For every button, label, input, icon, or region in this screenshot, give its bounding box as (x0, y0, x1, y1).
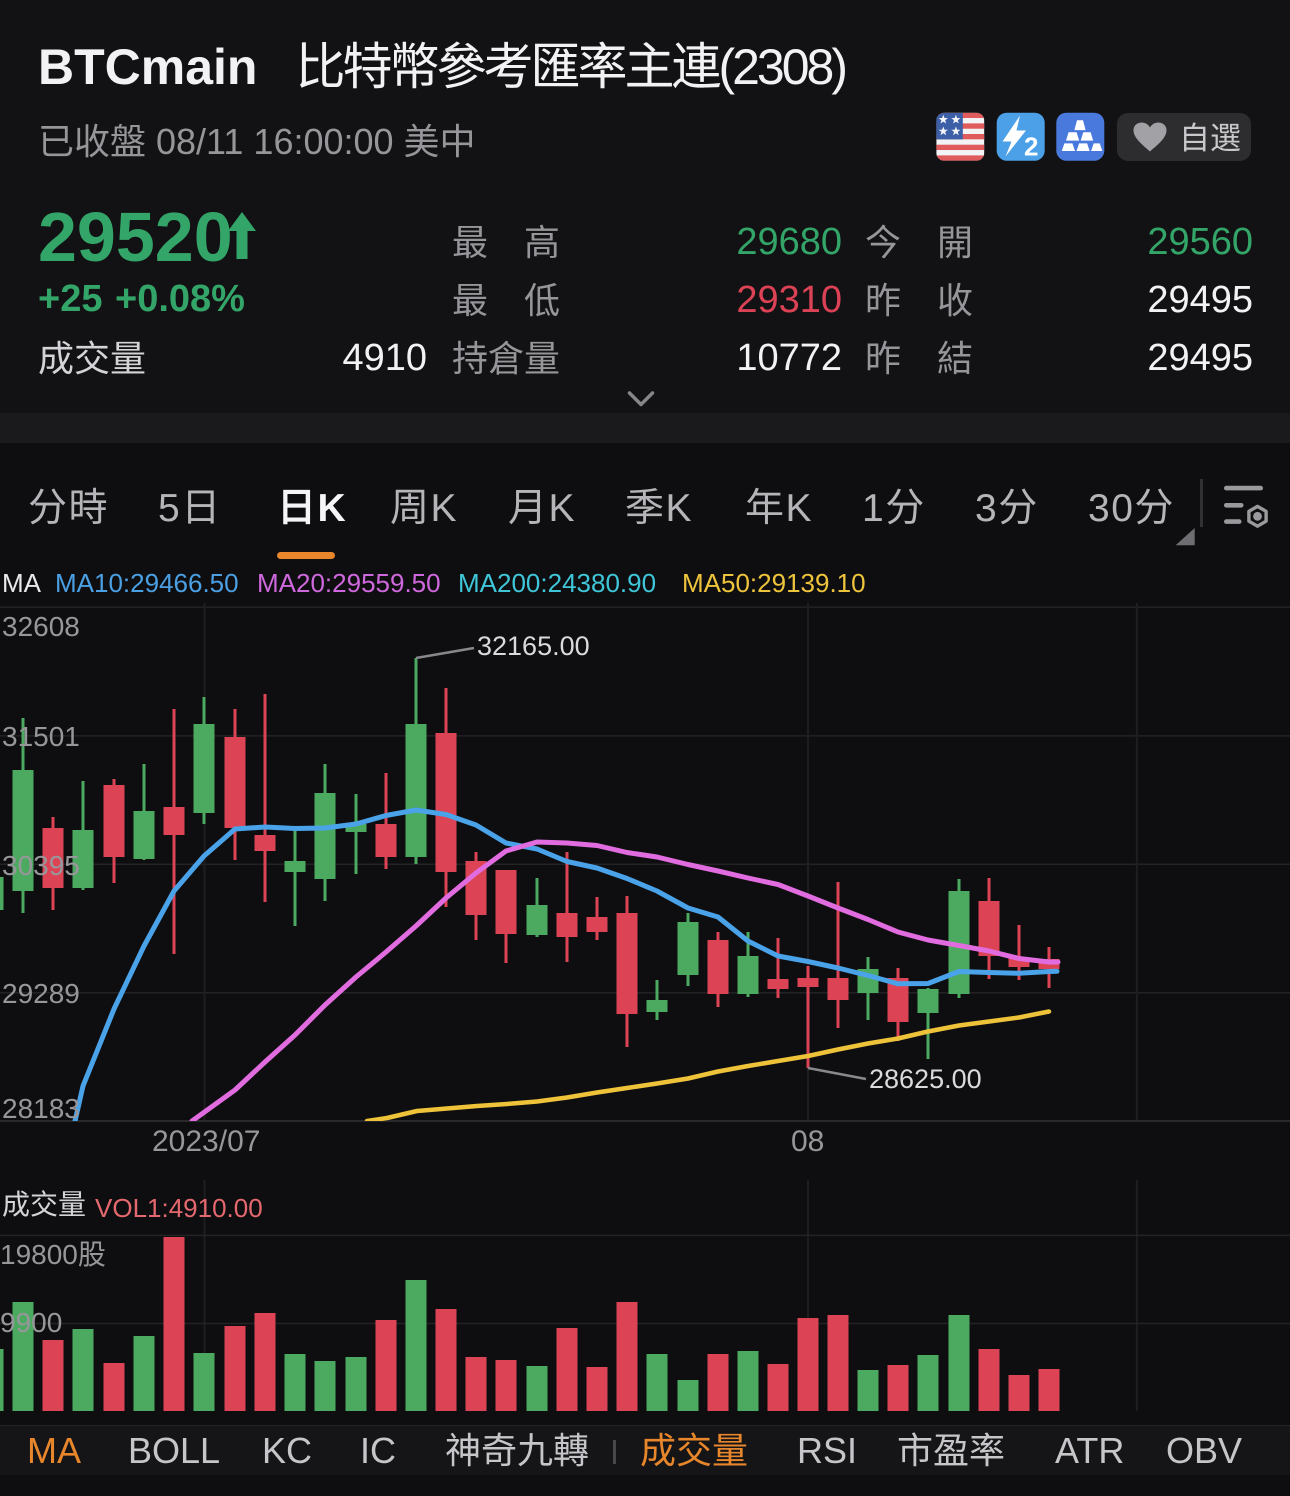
svg-text:2: 2 (1024, 132, 1038, 162)
